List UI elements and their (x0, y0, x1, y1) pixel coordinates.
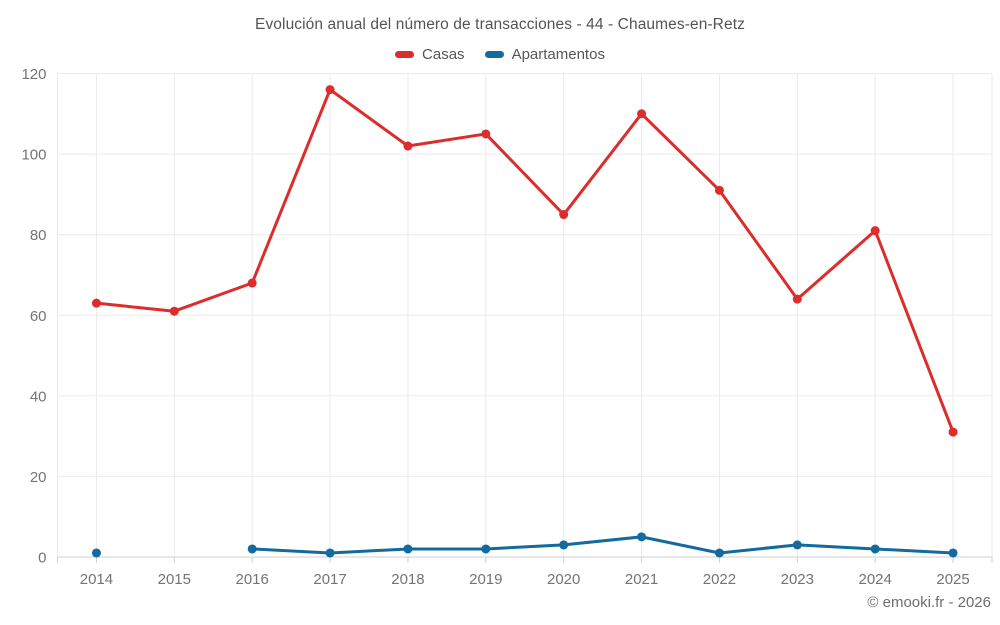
chart-title: Evolución anual del número de transaccio… (255, 16, 745, 33)
data-point-casas[interactable] (870, 226, 880, 236)
x-axis-tick-label: 2018 (391, 571, 424, 588)
data-point-casas[interactable] (325, 85, 335, 95)
y-axis-tick-label: 60 (30, 308, 47, 325)
apartamentos-legend-swatch-icon (484, 51, 504, 58)
data-point-apartamentos[interactable] (91, 548, 101, 558)
x-axis-tick-label: 2023 (781, 571, 814, 588)
data-point-casas[interactable] (169, 306, 179, 316)
data-point-apartamentos[interactable] (325, 548, 335, 558)
legend-item-apartamentos[interactable]: Apartamentos (484, 46, 605, 63)
copyright-footer: © emooki.fr - 2026 (867, 594, 991, 611)
chart-legend: Casas Apartamentos (0, 46, 1000, 63)
x-axis-tick-label: 2017 (313, 571, 346, 588)
data-point-casas[interactable] (91, 298, 101, 308)
y-axis-tick-label: 0 (38, 550, 46, 567)
legend-item-casas[interactable]: Casas (395, 46, 465, 63)
data-point-apartamentos[interactable] (870, 544, 880, 554)
data-point-casas[interactable] (637, 109, 647, 119)
x-axis-tick-label: 2025 (936, 571, 969, 588)
x-axis-tick-label: 2014 (80, 571, 113, 588)
data-point-casas[interactable] (247, 278, 257, 288)
x-axis-tick-label: 2020 (547, 571, 580, 588)
y-axis-tick-label: 40 (30, 388, 47, 405)
data-point-apartamentos[interactable] (247, 544, 257, 554)
series-line-apartamentos (250, 535, 955, 555)
data-point-apartamentos[interactable] (559, 540, 569, 550)
data-point-casas[interactable] (559, 210, 569, 220)
x-axis-tick-label: 2015 (158, 571, 191, 588)
y-axis-tick-label: 120 (21, 66, 46, 83)
x-axis-tick-label: 2022 (703, 571, 736, 588)
data-point-apartamentos[interactable] (792, 540, 802, 550)
x-axis-tick-label: 2024 (859, 571, 892, 588)
x-axis-tick-label: 2019 (469, 571, 502, 588)
data-point-casas[interactable] (714, 185, 724, 195)
legend-label-casas: Casas (422, 46, 465, 63)
series-line-casas (94, 88, 955, 434)
y-axis-tick-label: 80 (30, 227, 47, 244)
data-point-apartamentos[interactable] (637, 532, 647, 542)
data-point-apartamentos[interactable] (714, 548, 724, 558)
data-point-apartamentos[interactable] (948, 548, 958, 558)
x-axis-tick-label: 2021 (625, 571, 658, 588)
x-axis-tick-label: 2016 (236, 571, 269, 588)
data-point-casas[interactable] (792, 294, 802, 304)
data-point-casas[interactable] (403, 141, 413, 151)
y-axis-tick-label: 100 (21, 147, 46, 164)
data-point-casas[interactable] (948, 427, 958, 437)
data-point-apartamentos[interactable] (403, 544, 413, 554)
data-point-casas[interactable] (481, 129, 491, 139)
y-axis-tick-label: 20 (30, 469, 47, 486)
data-point-apartamentos[interactable] (481, 544, 491, 554)
legend-label-apartamentos: Apartamentos (511, 46, 605, 63)
casas-legend-swatch-icon (395, 51, 415, 58)
